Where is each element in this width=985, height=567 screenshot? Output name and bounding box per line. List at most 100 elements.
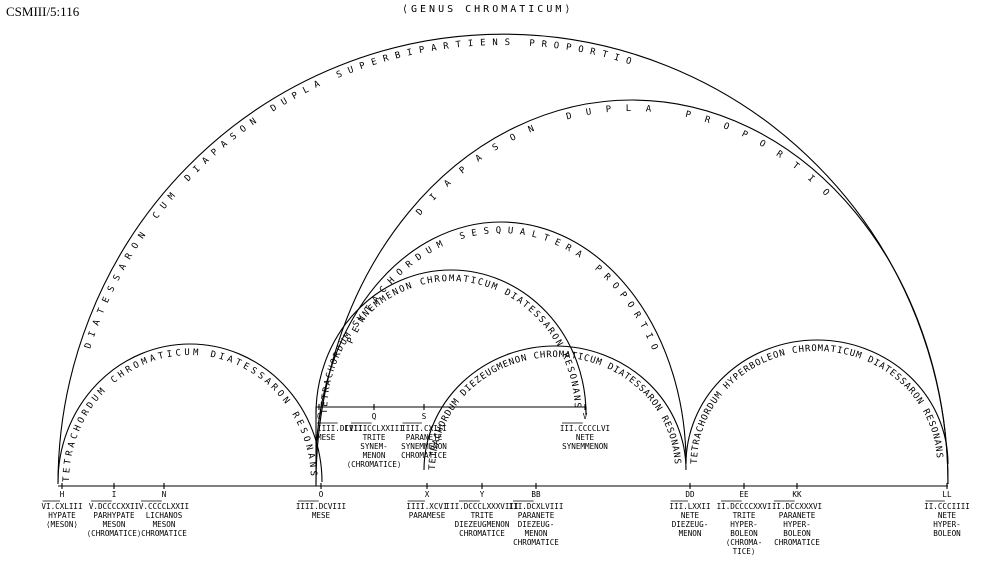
arc-label-outer: DIATESSARON CUM DIAPASON DUPLA SUPERBIPA… (83, 38, 634, 350)
note-letter: V (583, 412, 588, 421)
note-value: III.CCCCLVI (560, 424, 610, 433)
note-value: III.LXXII (669, 502, 710, 511)
note-value: VI.CXLIII (41, 502, 82, 511)
note-name-line: DIEZEUG- (518, 520, 555, 529)
note-name-line: HYPER- (730, 520, 757, 529)
note-name-line: PARANETE (406, 433, 443, 442)
note-name-line: PARANETE (779, 511, 816, 520)
note-name-line: SYNEMMENON (562, 442, 608, 451)
note-name-line: HYPER- (783, 520, 810, 529)
note-name-line: PARANETE (518, 511, 555, 520)
arc-outer (57, 33, 949, 485)
note-name-line: HYPATE (48, 511, 76, 520)
note-value: II.DCCCCXXVI (717, 502, 772, 511)
arc-label-hyperboleon: TETRACHORDUM HYPERBOLEON CHROMATICUM DIA… (690, 344, 944, 464)
arc-hyperboleon (685, 339, 949, 465)
note-letter: Q (372, 412, 377, 421)
note-name-line: BOLEON (783, 529, 811, 538)
upper-note-q: Q IIII.CCLXXIIITRITESYNEM-MENON⟨CHROMATIC… (344, 412, 403, 469)
note-name-line: MESON (103, 520, 126, 529)
note-value: V.DCCCCXXII (89, 502, 139, 511)
arc-pentachordum (315, 221, 687, 464)
note-name-line: NETE (681, 511, 700, 520)
lower-note-ee: EE II.DCCCCXXVITRITEHYPER-BOLEON⟨CHROMA-T… (717, 490, 772, 556)
note-name-line: ⟨CHROMA- (726, 538, 763, 547)
note-name-line: BOLEON (933, 529, 961, 538)
note-letter: BB (531, 490, 541, 499)
note-name-line: CHROMATICE (401, 451, 447, 460)
note-value: II.CCCIIII (924, 502, 970, 511)
note-letter: O (319, 490, 324, 499)
note-name-line: SYNEM- (360, 442, 387, 451)
note-name-line: CHROMATICE (459, 529, 505, 538)
note-value: II.DCCXXXVI (772, 502, 822, 511)
note-letter: DD (685, 490, 695, 499)
note-letter: LL (942, 490, 952, 499)
note-value: IIII.CXIII (401, 424, 447, 433)
note-name-line: LICHANOS (146, 511, 183, 520)
arc-diezeugmenon (423, 345, 687, 471)
note-name-line: HYPER- (933, 520, 960, 529)
note-name-line: MESE (317, 433, 336, 442)
arc-label-diapason: DIAPASON DUPLA PROPORTIO (415, 104, 833, 218)
note-letter: O (317, 412, 322, 421)
note-value: III.DCCCLXXXVIII (445, 502, 518, 511)
note-name-line: ⟨CHROMATICE⟩ (87, 529, 142, 538)
note-letter: X (425, 490, 430, 499)
arc-meson (57, 343, 323, 483)
note-value: IIII.DCVIII (296, 502, 346, 511)
note-name-line: PARHYPATE (93, 511, 135, 520)
note-letter: I (112, 490, 117, 499)
note-name-line: MESE (312, 511, 331, 520)
lower-note-y: Y III.DCCCLXXXVIIITRITEDIEZEUGMENONCHROMA… (445, 490, 518, 538)
note-letter: N (162, 490, 167, 499)
note-name-line: SYNEMMENON (401, 442, 447, 451)
arc-synemmenon (315, 269, 587, 415)
arc-label-diezeugmenon: TETRACHORDUM DIEZEUGMENON CHROMATICUM DI… (428, 350, 682, 470)
note-name-line: NETE (938, 511, 957, 520)
note-name-line: NETE (576, 433, 595, 442)
note-name-line: MENON (525, 529, 548, 538)
note-name-line: CHROMATICE (141, 529, 187, 538)
note-name-line: DIEZEUG- (672, 520, 709, 529)
note-value: IIII.XCVI (406, 502, 447, 511)
note-value: III.DCXLVIII (509, 502, 564, 511)
note-name-line: DIEZEUGMENON (455, 520, 510, 529)
note-letter: KK (792, 490, 802, 499)
note-value: IIII.DCVIII (317, 424, 367, 433)
note-name-line: BOLEON (730, 529, 758, 538)
note-letter: H (60, 490, 65, 499)
arc-diapason (315, 99, 949, 485)
note-name-line: TRITE (363, 433, 386, 442)
lower-note-bb: BB III.DCXLVIIIPARANETEDIEZEUG-MENONCHROM… (509, 490, 564, 547)
arc-label-synemmenon: TETRACHORDUM SYNEMMENON CHROMATICUM DIAT… (320, 274, 582, 414)
diagram-title: ⟨GENUS CHROMATICUM⟩ (402, 4, 574, 15)
note-letter: EE (739, 490, 749, 499)
note-letter: Y (480, 490, 485, 499)
note-name-line: ⟨MESON⟩ (46, 520, 78, 529)
note-name-line: ⟨CHROMATICE⟩ (347, 460, 402, 469)
arc-label-meson: TETRACHORDUM CHROMATICUM DIATESSARON RES… (62, 348, 318, 482)
note-name-line: MESON (153, 520, 176, 529)
note-name-line: TICE⟩ (733, 547, 756, 556)
note-name-line: CHROMATICE (513, 538, 559, 547)
note-name-line: MENON (363, 451, 386, 460)
note-name-line: TRITE (471, 511, 494, 520)
note-name-line: PARAMESE (409, 511, 446, 520)
reference-label: CSMIII/5:116 (6, 4, 80, 19)
note-value: IIII.CCLXXIII (344, 424, 403, 433)
note-name-line: CHROMATICE (774, 538, 820, 547)
note-name-line: TRITE (733, 511, 756, 520)
